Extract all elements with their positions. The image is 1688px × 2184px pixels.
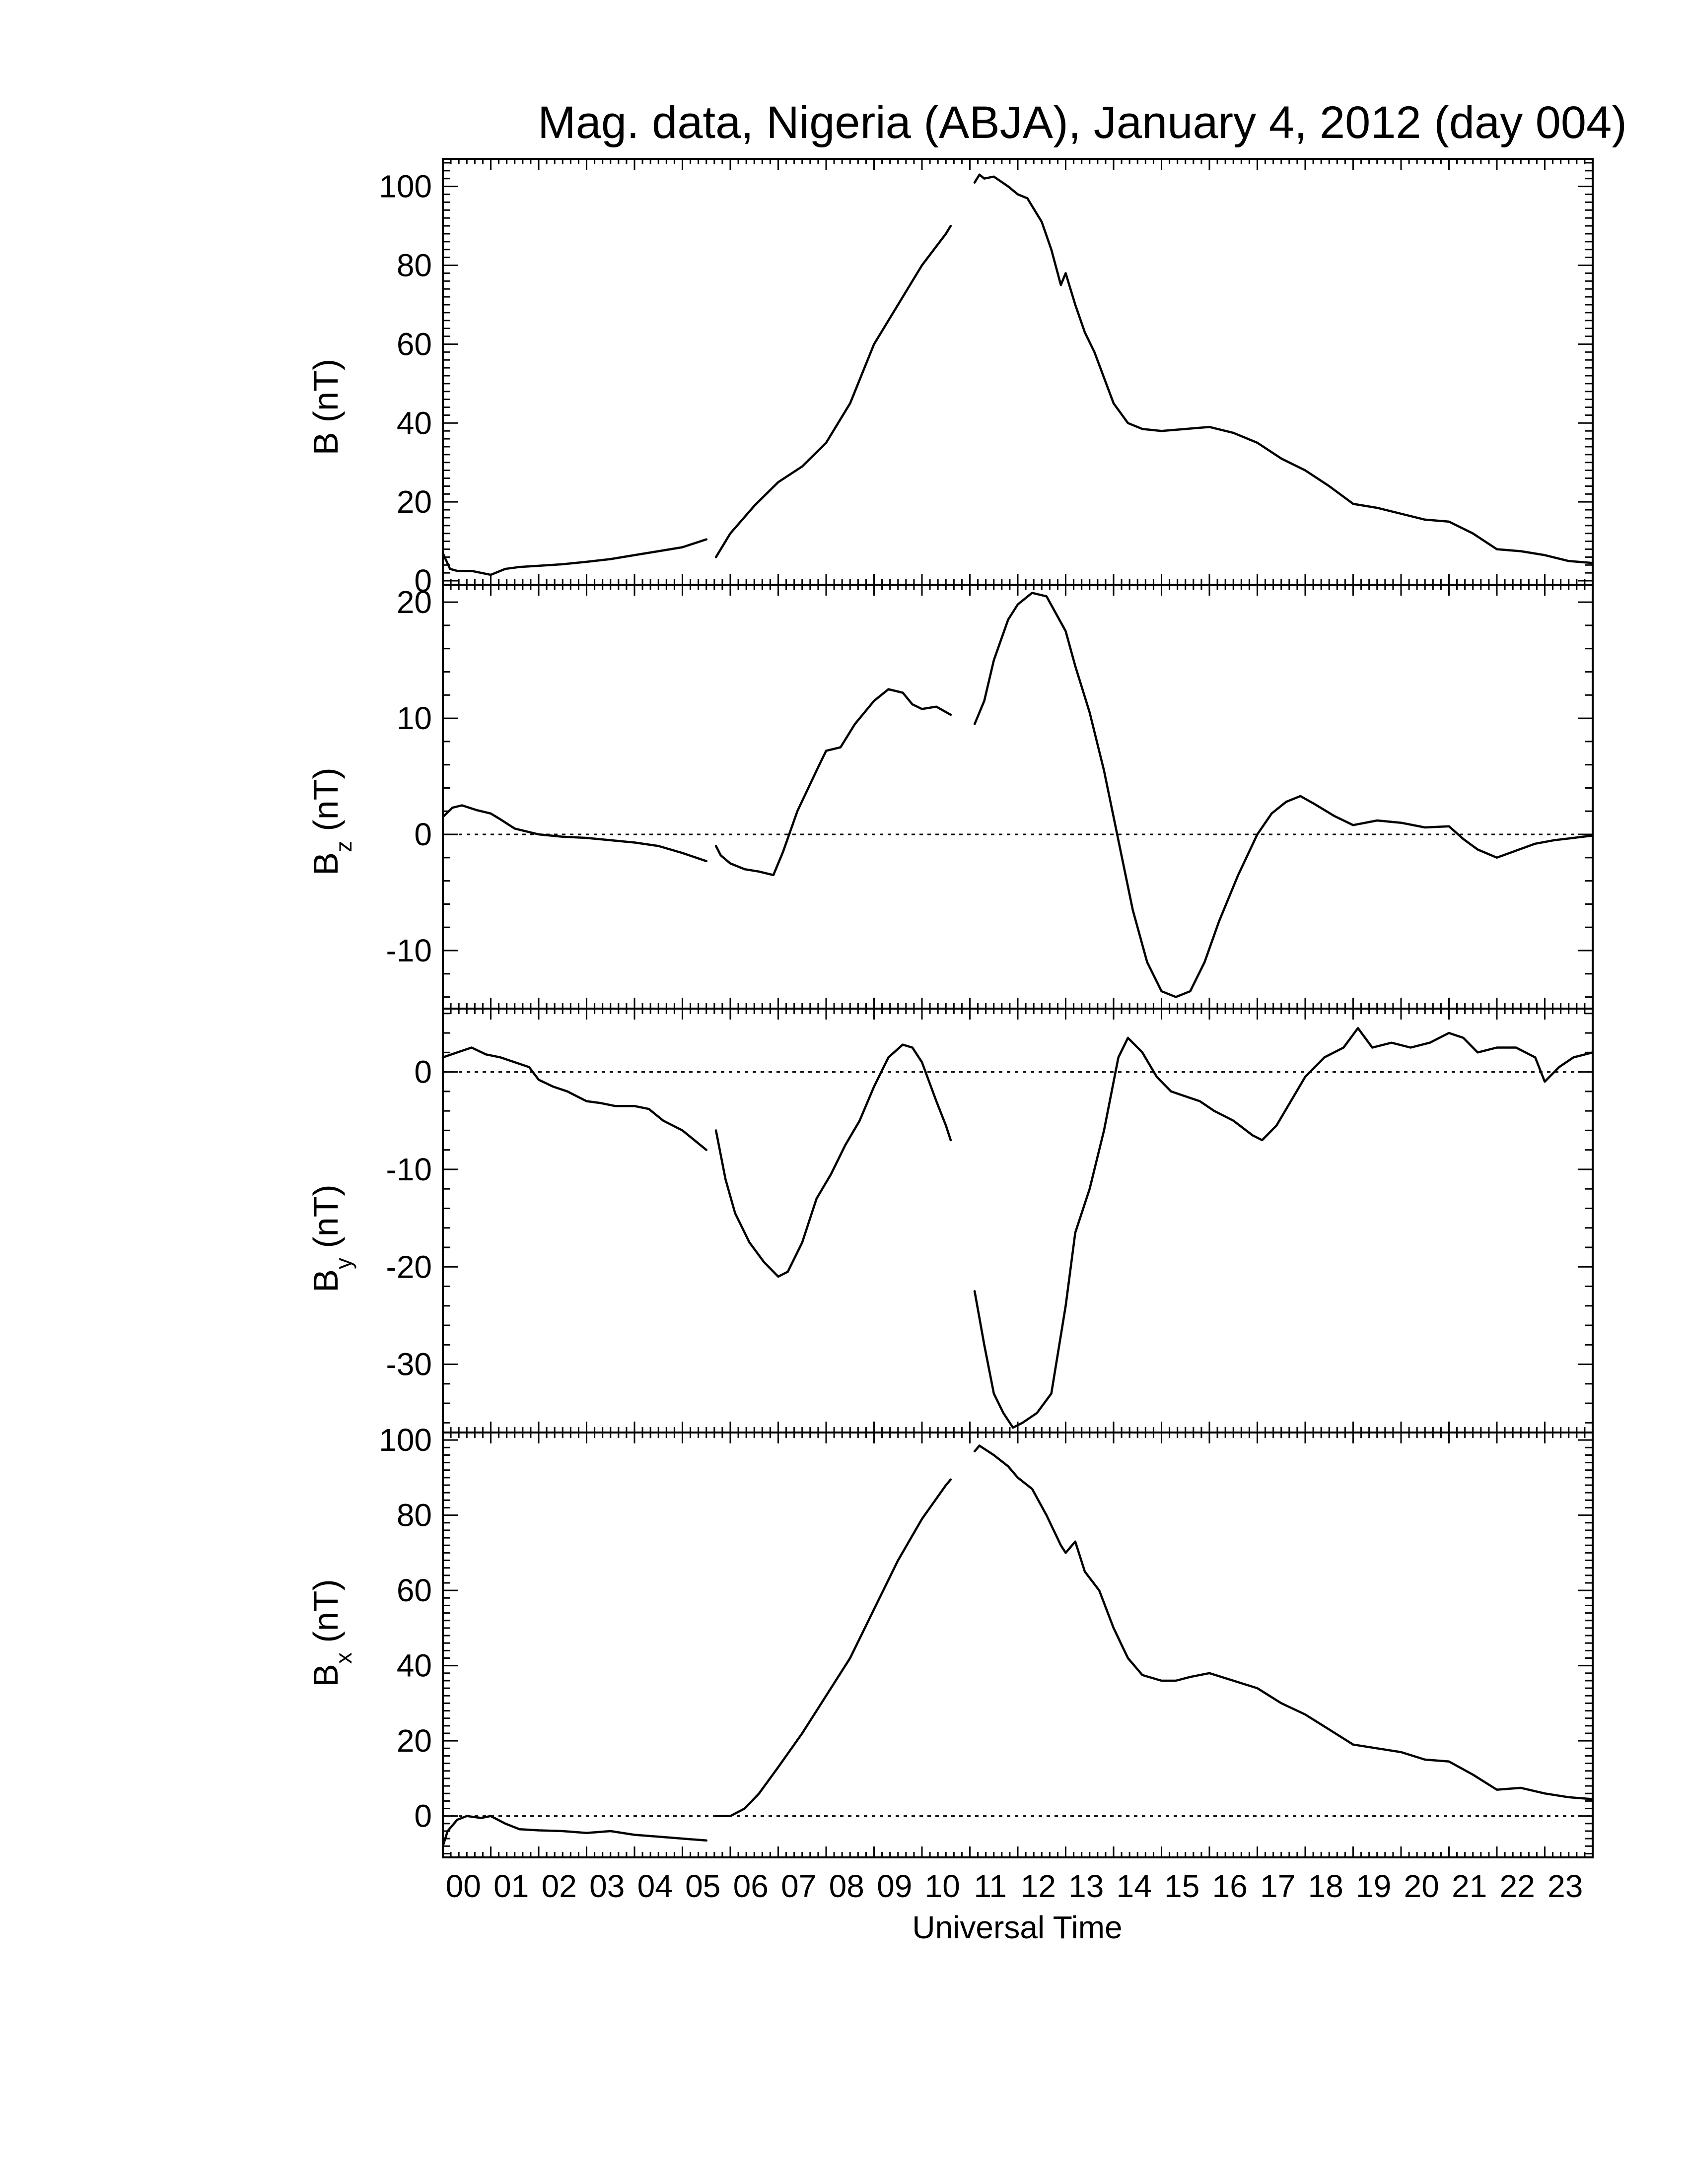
y-axis-label-main: B (nT)	[306, 359, 345, 455]
y-tick-label: 20	[397, 1723, 432, 1759]
x-tick-label: 20	[1404, 1868, 1439, 1904]
x-ticks	[442, 1433, 1594, 1857]
x-tick-label: 21	[1452, 1868, 1487, 1904]
y-axis-label-unit: (nT)	[306, 1579, 345, 1652]
x-ticks	[442, 1009, 1594, 1433]
x-tick-label: 13	[1068, 1868, 1104, 1904]
trace-B-segment-3	[973, 173, 1594, 564]
x-tick-label: 16	[1212, 1868, 1248, 1904]
plot-frame	[442, 158, 1594, 586]
y-ticks	[443, 162, 1593, 582]
panel-Bz: -10 0 10 20 Bz (nT)	[306, 584, 1594, 1010]
series-B	[441, 173, 1594, 576]
x-tick-label: 07	[781, 1868, 816, 1904]
trace-Bx-segment-3	[973, 1444, 1594, 1800]
y-tick-label: 20	[397, 584, 432, 620]
x-tick-label: 00	[446, 1868, 481, 1904]
y-tick-label: 40	[397, 405, 432, 441]
x-tick-label: 15	[1164, 1868, 1199, 1904]
x-tick-label: 02	[542, 1868, 577, 1904]
panel-By: -30 -20 -10 0 By (nT)	[306, 1008, 1594, 1433]
y-ticks	[443, 1013, 1593, 1424]
y-tick-label: -10	[386, 933, 432, 968]
y-tick-label: 20	[397, 484, 432, 520]
series-Bx	[441, 1444, 1594, 1847]
chart-title: Mag. data, Nigeria (ABJA), January 4, 20…	[538, 97, 1627, 148]
series-By	[441, 1027, 1594, 1429]
x-tick-label: 11	[974, 1868, 1007, 1904]
trace-B-segment-1	[441, 538, 708, 576]
y-axis-label-subscript: x	[331, 1652, 356, 1664]
y-tick-label: -30	[386, 1347, 432, 1382]
y-axis-label-unit: (nT)	[306, 1184, 345, 1258]
y-tick-label: 0	[414, 1054, 432, 1090]
trace-Bz-segment-1	[441, 804, 708, 863]
series-Bz	[441, 592, 1594, 998]
y-tick-label: 100	[379, 169, 432, 205]
trace-Bz-segment-2	[714, 688, 952, 877]
x-tick-label: 12	[1021, 1868, 1056, 1904]
x-axis-label: Universal Time	[912, 1910, 1122, 1945]
x-tick-label: 05	[685, 1868, 720, 1904]
y-tick-label: -10	[386, 1152, 432, 1187]
y-tick-label: 10	[397, 700, 432, 736]
y-tick-label: -20	[386, 1249, 432, 1285]
y-axis-label: By (nT)	[306, 1184, 356, 1292]
x-tick-label: 19	[1356, 1868, 1391, 1904]
y-axis-label-main: B	[306, 852, 345, 876]
x-tick-label: 22	[1500, 1868, 1535, 1904]
trace-Bz-segment-3	[973, 592, 1594, 998]
y-axis-label-subscript: y	[331, 1258, 356, 1269]
y-tick-label: 60	[397, 326, 432, 362]
plot-frame	[442, 584, 1594, 1010]
y-axis-label-main: B	[306, 1664, 345, 1687]
y-tick-label: 40	[397, 1648, 432, 1684]
trace-Bx-segment-1	[441, 1815, 708, 1847]
x-tick-label: 17	[1260, 1868, 1295, 1904]
y-ticks	[443, 601, 1593, 998]
y-ticks	[443, 1432, 1593, 1854]
trace-B-segment-2	[714, 224, 952, 558]
y-tick-label: 0	[414, 817, 432, 852]
y-axis-label-main: B	[306, 1269, 345, 1293]
y-tick-label: 100	[379, 1422, 432, 1458]
panel-Bx: 0 20 40 60 80 100 Bx (nT)	[306, 1422, 1594, 1858]
trace-By-segment-3	[973, 1027, 1594, 1429]
x-tick-labels: 00 01 02 03 04 05 06 07 08 09 10 11 12 13 14 15 16 17 18 19…	[446, 1868, 1583, 1904]
y-tick-label: 80	[397, 248, 432, 283]
trace-Bx-segment-2	[714, 1478, 952, 1817]
trace-By-segment-2	[714, 1043, 952, 1278]
panel-B: 0 20 40 60 80 100 B (nT)	[306, 158, 1594, 599]
y-tick-label: 0	[414, 1798, 432, 1834]
x-tick-label: 18	[1308, 1868, 1343, 1904]
x-tick-label: 10	[925, 1868, 960, 1904]
x-tick-label: 01	[493, 1868, 529, 1904]
trace-By-segment-1	[441, 1046, 708, 1151]
y-axis-label: B (nT)	[306, 359, 345, 455]
x-tick-label: 03	[589, 1868, 625, 1904]
y-axis-label: Bz (nT)	[306, 767, 356, 875]
x-ticks	[442, 159, 1594, 585]
y-tick-label: 0	[414, 563, 432, 599]
x-tick-label: 06	[733, 1868, 769, 1904]
y-axis-label-unit: (nT)	[306, 767, 345, 841]
x-tick-label: 23	[1547, 1868, 1583, 1904]
y-tick-label: 80	[397, 1498, 432, 1533]
x-ticks	[442, 585, 1594, 1009]
plot-frame	[442, 1432, 1594, 1858]
x-tick-label: 08	[829, 1868, 864, 1904]
y-tick-label: 60	[397, 1572, 432, 1608]
y-axis-label: Bx (nT)	[306, 1579, 356, 1687]
x-tick-label: 09	[877, 1868, 912, 1904]
y-axis-label-subscript: z	[331, 841, 356, 852]
x-tick-label: 04	[637, 1868, 673, 1904]
x-tick-label: 14	[1117, 1868, 1152, 1904]
